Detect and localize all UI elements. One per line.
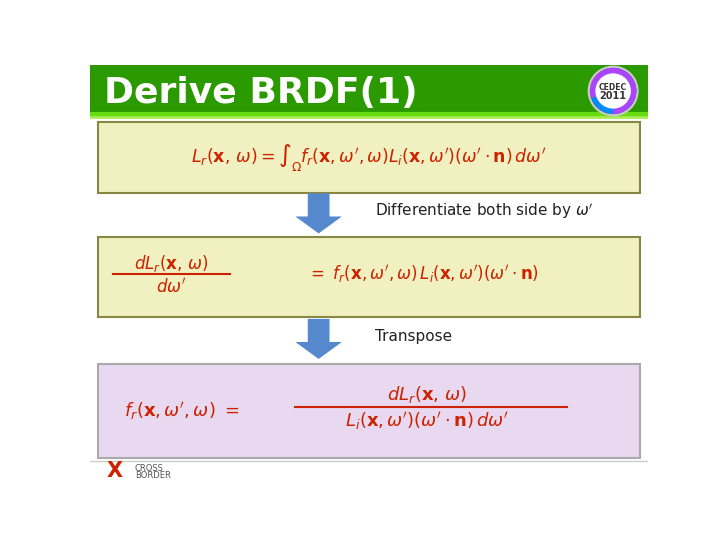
Text: BORDER: BORDER: [135, 471, 171, 480]
FancyBboxPatch shape: [98, 363, 640, 457]
Text: $=\ f_r(\mathbf{x},\omega^{\prime},\omega)\,L_i(\mathbf{x},\omega^{\prime})(\ome: $=\ f_r(\mathbf{x},\omega^{\prime},\omeg…: [307, 263, 539, 285]
Circle shape: [588, 66, 638, 116]
Wedge shape: [590, 68, 635, 114]
Circle shape: [596, 74, 630, 108]
Wedge shape: [590, 68, 636, 114]
FancyBboxPatch shape: [98, 122, 640, 193]
Text: $d\omega^{\prime}$: $d\omega^{\prime}$: [156, 277, 186, 296]
Text: $f_r(\mathbf{x},\omega^{\prime},\omega)\ =\ $: $f_r(\mathbf{x},\omega^{\prime},\omega)\…: [124, 400, 239, 422]
Text: Derive BRDF(1): Derive BRDF(1): [104, 76, 418, 110]
Text: CEDEC: CEDEC: [599, 83, 627, 92]
Polygon shape: [295, 319, 342, 359]
Wedge shape: [591, 68, 636, 114]
FancyBboxPatch shape: [98, 237, 640, 318]
Text: Transpose: Transpose: [375, 329, 452, 344]
Text: $L_i(\mathbf{x},\omega^{\prime})(\omega^{\prime}\cdot\mathbf{n})\,d\omega^{\prim: $L_i(\mathbf{x},\omega^{\prime})(\omega^…: [345, 409, 509, 431]
Wedge shape: [590, 72, 636, 114]
Text: $dL_r(\mathbf{x},\,\omega)$: $dL_r(\mathbf{x},\,\omega)$: [387, 384, 467, 405]
Text: $L_r(\mathbf{x},\,\omega)=\int_{\Omega}f_r(\mathbf{x},\omega^{\prime},\omega)L_i: $L_r(\mathbf{x},\,\omega)=\int_{\Omega}f…: [192, 141, 546, 173]
Text: CROSS: CROSS: [135, 464, 164, 473]
Text: Differentiate both side by $\omega^{\prime}$: Differentiate both side by $\omega^{\pri…: [375, 201, 594, 221]
Polygon shape: [295, 193, 342, 233]
Text: X: X: [107, 461, 123, 481]
Wedge shape: [590, 68, 636, 114]
Text: $dL_r(\mathbf{x},\,\omega)$: $dL_r(\mathbf{x},\,\omega)$: [134, 253, 209, 274]
Text: 2011: 2011: [600, 91, 626, 100]
FancyBboxPatch shape: [90, 65, 648, 117]
